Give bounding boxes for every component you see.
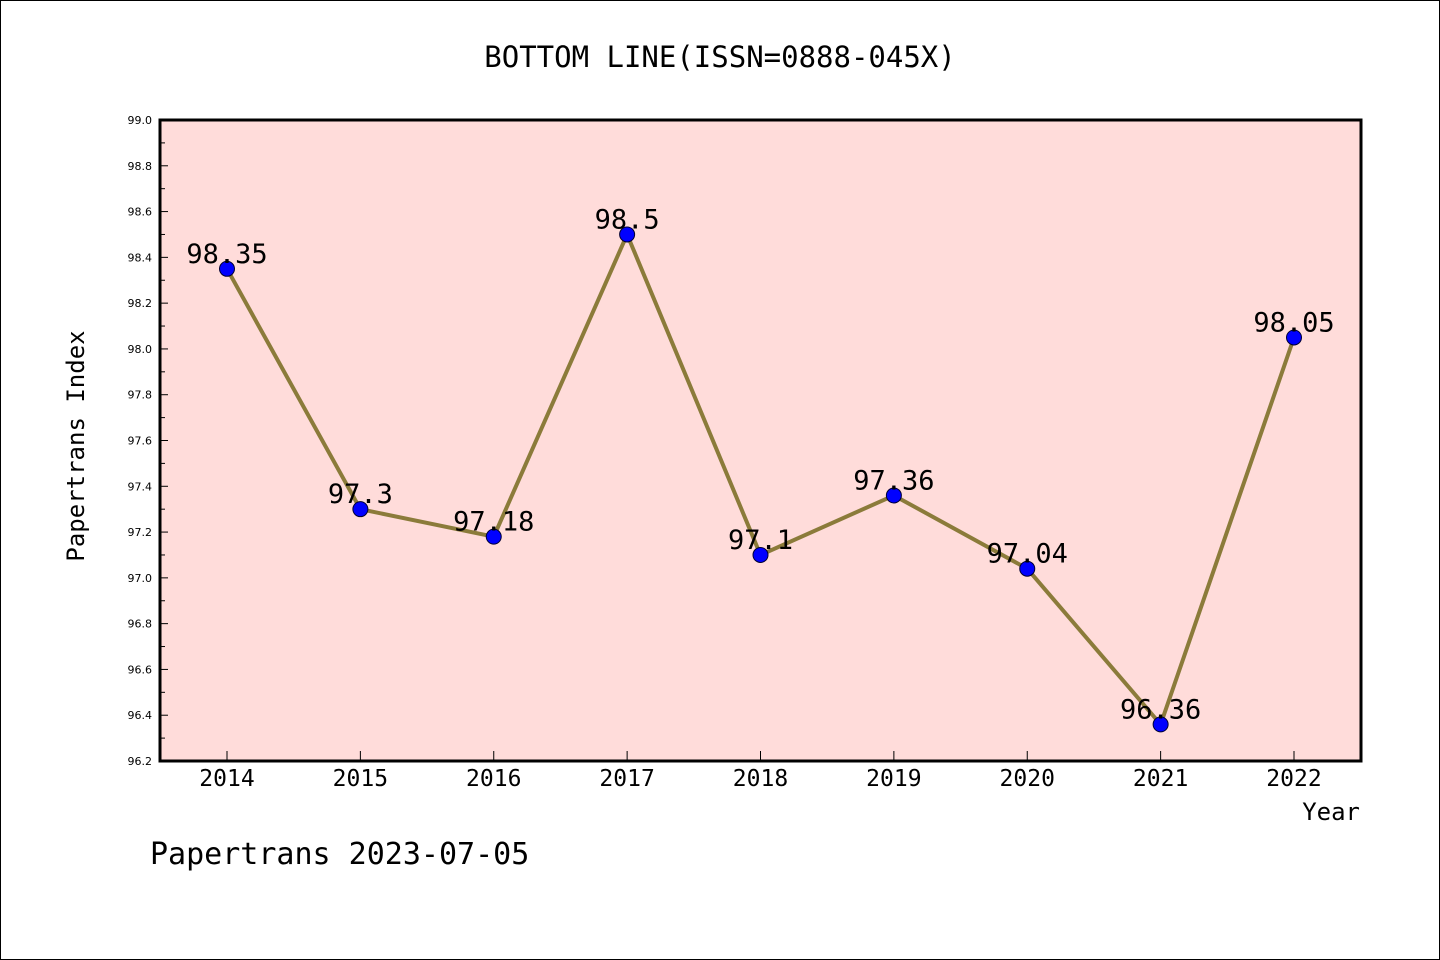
- data-label: 97.18: [453, 507, 534, 538]
- x-tick-label: 2017: [599, 766, 654, 792]
- data-point: [1286, 329, 1302, 346]
- data-label: 98.05: [1253, 307, 1334, 338]
- data-point: [485, 528, 502, 545]
- data-point: [619, 226, 636, 243]
- data-point: [752, 546, 769, 563]
- x-tick-label: 2022: [1266, 766, 1321, 792]
- y-tick-label: 97.2: [128, 526, 153, 539]
- y-tick-label: 97.8: [128, 389, 153, 402]
- x-tick-label: 2016: [466, 766, 521, 792]
- y-tick-label: 98.2: [128, 297, 153, 310]
- data-label: 96.36: [1120, 694, 1201, 725]
- data-label: 97.1: [728, 525, 793, 556]
- data-point: [352, 501, 369, 518]
- y-tick-label: 96.2: [128, 755, 153, 768]
- chart-title: BOTTOM LINE(ISSN=0888-045X): [484, 40, 955, 74]
- x-tick-label: 2014: [199, 766, 254, 792]
- y-tick-label: 96.6: [128, 663, 153, 676]
- data-point: [219, 260, 235, 277]
- x-tick-label: 2019: [866, 766, 921, 792]
- y-tick-label: 97.4: [128, 480, 153, 493]
- data-label: 98.35: [186, 239, 267, 270]
- x-tick-label: 2018: [733, 766, 788, 792]
- data-label: 97.04: [987, 539, 1068, 570]
- data-label: 97.3: [328, 479, 393, 510]
- x-axis-label: Year: [1302, 798, 1360, 826]
- y-axis: 96.2 96.4 96.6 96.8 97.0 97.2 97.4 97.6 97.8 98.0…: [128, 114, 168, 768]
- y-tick-label: 98.4: [128, 251, 153, 264]
- y-tick-label: 97.0: [128, 572, 153, 585]
- chart-footer: Papertrans 2023-07-05: [150, 837, 529, 872]
- y-tick-label: 96.4: [128, 709, 153, 722]
- y-tick-label: 98.0: [128, 343, 153, 356]
- x-tick-label: 2015: [333, 766, 388, 792]
- y-tick-label: 97.6: [128, 435, 153, 448]
- y-axis-label: Papertrans Index: [62, 330, 90, 561]
- data-point: [1152, 716, 1169, 733]
- y-tick-label: 99.0: [128, 114, 153, 127]
- data-label: 97.36: [853, 465, 934, 496]
- y-tick-label: 98.8: [128, 160, 153, 173]
- data-point: [885, 487, 902, 504]
- x-tick-label: 2021: [1133, 766, 1188, 792]
- plot-area: [158, 118, 1363, 763]
- x-tick-label: 2020: [1000, 766, 1055, 792]
- data-point: [1019, 560, 1036, 577]
- y-tick-label: 96.8: [128, 618, 153, 631]
- y-tick-label: 98.6: [128, 206, 153, 219]
- data-label: 98.5: [595, 204, 660, 235]
- x-axis: 2014 2015 2016 2017 2018 2019 2020 2021 2022: [199, 751, 1322, 792]
- series-layer: 98.35 97.3 97.18 98.5 97.1 97.36 97.04 96.36 98.…: [186, 204, 1335, 733]
